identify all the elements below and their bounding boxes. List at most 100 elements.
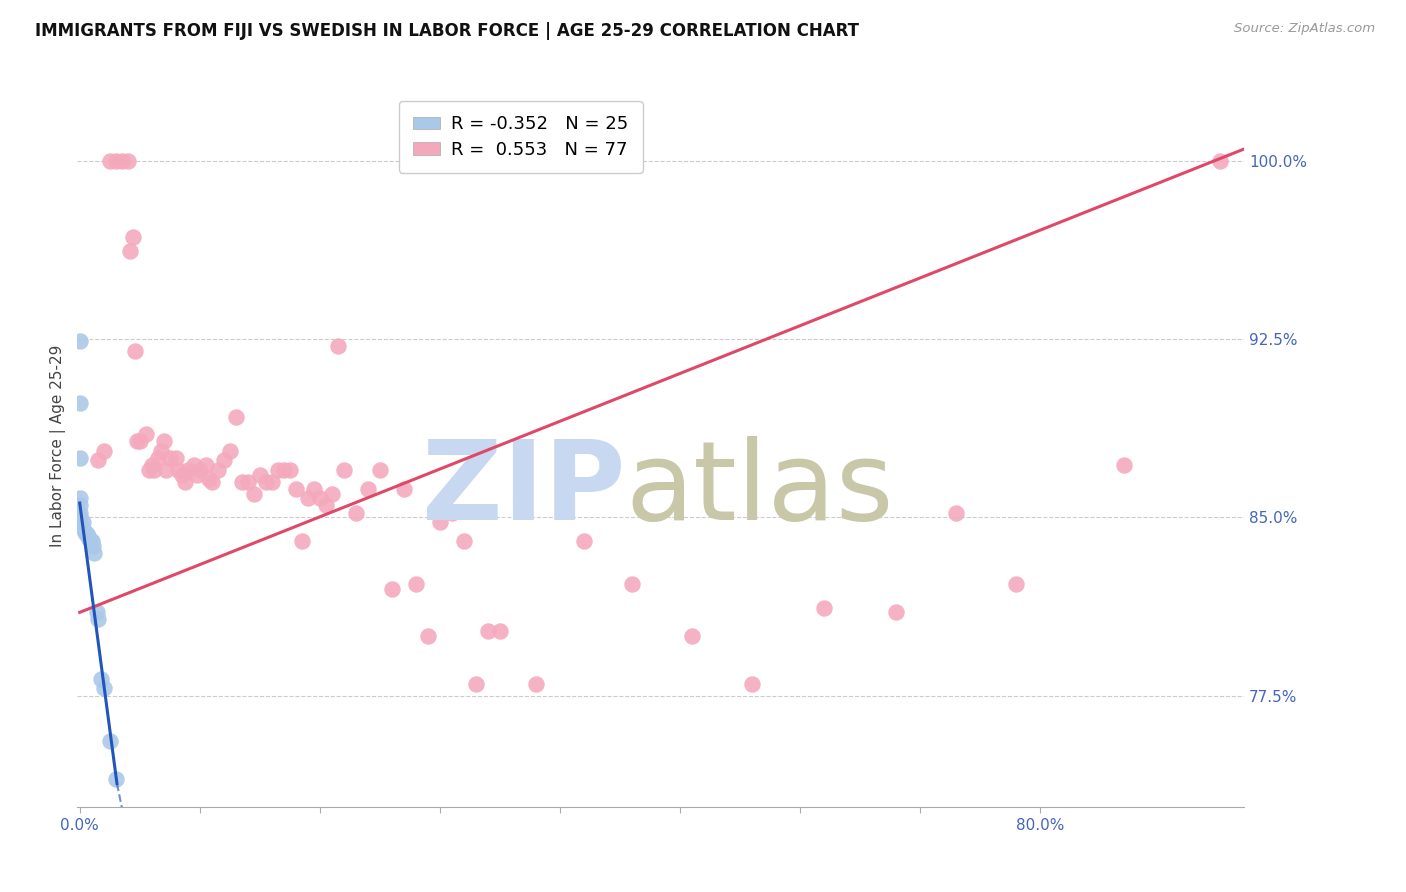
Point (291, 534, 314, 549)
Point (357, 482, 380, 496)
Point (198, 472, 221, 486)
Point (405, 577, 427, 591)
Point (416, 629, 439, 643)
Point (218, 443, 240, 458)
Point (104, 153, 127, 168)
Point (741, 676, 763, 690)
Point (69, 506, 91, 520)
Point (297, 491, 319, 506)
Point (87, 613, 110, 627)
Point (278, 463, 301, 477)
Point (212, 453, 235, 467)
Point (344, 506, 367, 520)
Point (75, 527, 97, 541)
Point (143, 463, 166, 477)
Point (155, 463, 177, 477)
Point (120, 244, 142, 259)
Point (429, 515, 451, 529)
Point (82, 539, 104, 553)
Point (146, 450, 169, 465)
Point (231, 475, 253, 489)
Point (453, 534, 475, 549)
Point (141, 458, 163, 472)
Point (1114, 458, 1136, 472)
Point (681, 629, 703, 643)
Point (267, 463, 290, 477)
Point (315, 499, 337, 513)
Point (117, 153, 139, 168)
Point (489, 624, 512, 639)
Point (524, 676, 547, 690)
Point (225, 410, 247, 425)
Point (1209, 153, 1232, 168)
Point (188, 463, 211, 477)
Point (72, 515, 94, 529)
Point (104, 772, 127, 786)
Y-axis label: In Labor Force | Age 25-29: In Labor Force | Age 25-29 (51, 345, 66, 547)
Text: atlas: atlas (626, 436, 894, 543)
Point (93, 681, 115, 696)
Point (127, 434, 149, 449)
Point (945, 506, 967, 520)
Point (243, 486, 266, 500)
Point (69, 510, 91, 524)
Point (165, 450, 187, 465)
Point (83, 546, 105, 560)
Point (128, 434, 150, 449)
Point (273, 463, 295, 477)
Point (86, 606, 108, 620)
Point (333, 463, 356, 477)
Point (177, 463, 200, 477)
Point (69, 334, 91, 349)
Point (77, 529, 100, 543)
Text: IMMIGRANTS FROM FIJI VS SWEDISH IN LABOR FORCE | AGE 25-29 CORRELATION CHART: IMMIGRANTS FROM FIJI VS SWEDISH IN LABOR… (35, 22, 859, 40)
Point (368, 463, 391, 477)
Point (260, 475, 283, 489)
Point (76, 527, 98, 541)
Point (186, 467, 208, 482)
Text: Source: ZipAtlas.com: Source: ZipAtlas.com (1234, 22, 1375, 36)
Point (124, 343, 146, 358)
Point (80, 534, 103, 549)
Point (135, 427, 157, 442)
Point (69, 491, 91, 506)
Point (98, 733, 121, 747)
Point (69, 499, 91, 513)
Point (302, 482, 325, 496)
Point (254, 475, 277, 489)
Point (170, 467, 193, 482)
Point (201, 475, 224, 489)
Point (174, 475, 197, 489)
Point (121, 230, 143, 244)
Point (326, 339, 349, 353)
Point (159, 450, 181, 465)
Point (207, 463, 229, 477)
Point (69, 450, 91, 465)
Point (111, 153, 134, 168)
Point (79, 534, 101, 549)
Point (90, 672, 112, 686)
Point (72, 522, 94, 536)
Point (98, 153, 121, 168)
Legend: R = -0.352   N = 25, R =  0.553   N = 77: R = -0.352 N = 25, R = 0.553 N = 77 (399, 101, 643, 173)
Point (152, 434, 174, 449)
Point (392, 482, 415, 496)
Point (194, 458, 217, 472)
Point (69, 517, 91, 532)
Point (73, 524, 96, 539)
Point (284, 482, 307, 496)
Text: ZIP: ZIP (422, 436, 626, 543)
Point (884, 606, 907, 620)
Point (813, 600, 835, 615)
Point (440, 506, 463, 520)
Point (236, 475, 259, 489)
Point (69, 396, 91, 410)
Point (93, 443, 115, 458)
Point (464, 676, 486, 690)
Point (621, 577, 644, 591)
Point (249, 467, 271, 482)
Point (150, 443, 173, 458)
Point (138, 463, 160, 477)
Point (308, 491, 330, 506)
Point (167, 463, 190, 477)
